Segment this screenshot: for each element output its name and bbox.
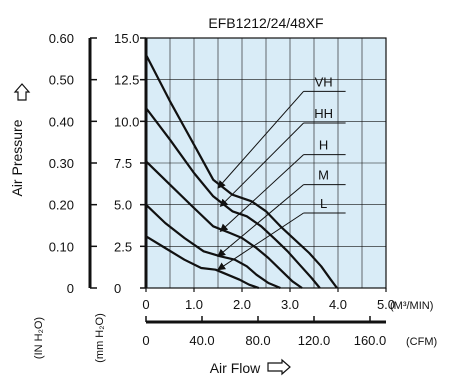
series-label-hh: HH	[314, 106, 333, 121]
y-in-tick-label: 0.40	[49, 114, 74, 129]
y-in-tick-label: 0.10	[49, 239, 74, 254]
series-line-hh	[145, 107, 321, 289]
y-in-tick-label: 0.30	[49, 156, 74, 171]
grid-lines	[146, 38, 386, 288]
x-axis-title: Air Flow	[210, 360, 261, 376]
x-cfm-tick-label: 160.0	[354, 333, 387, 348]
x-cfm-tick-label: 120.0	[298, 333, 331, 348]
x-cfm-tick-label: 80.0	[245, 333, 270, 348]
x-tick-label: 4.0	[329, 297, 347, 312]
x-cfm-tick-label: 40.0	[189, 333, 214, 348]
series-label-vh: VH	[315, 74, 333, 89]
annotation-leader	[217, 184, 304, 257]
series-line-m	[145, 203, 281, 290]
y-mm-tick-label: 0	[114, 281, 121, 296]
x-tick-label: 0	[142, 297, 149, 312]
y-axis-mm-ticks: 0 2.5 5.0 7.5 10.0 12.5 15.0	[114, 31, 146, 296]
chart-title: EFB1212/24/48XF	[208, 15, 323, 31]
y-axis-arrow-icon	[13, 83, 31, 101]
x-cfm-tick-label: 0	[142, 333, 149, 348]
x-tick-label: 3.0	[281, 297, 299, 312]
y-mm-tick-label: 2.5	[114, 239, 132, 254]
x-axis-arrow-icon	[267, 358, 291, 376]
annotation-leader	[217, 91, 304, 189]
annotation-leader	[217, 212, 304, 271]
series-line-vh	[145, 54, 338, 289]
y-mm-tick-label: 12.5	[114, 73, 139, 88]
y-mm-tick-label: 15.0	[114, 31, 139, 46]
series-label-m: M	[318, 168, 329, 183]
x-unit-top: (M³/MIN)	[390, 300, 433, 312]
annotation-leader	[219, 154, 304, 233]
series-label-l: L	[320, 196, 327, 211]
y-in-tick-label: 0.60	[49, 31, 74, 46]
performance-curves	[145, 54, 338, 290]
annotation-leader	[219, 122, 304, 208]
y-in-tick-label: 0	[67, 281, 74, 296]
y-mm-tick-label: 5.0	[114, 198, 132, 213]
y-in-tick-label: 0.20	[49, 198, 74, 213]
y-unit-inner: (mm H₂O)	[94, 313, 106, 362]
series-line-h	[145, 160, 303, 289]
y-mm-tick-label: 7.5	[114, 156, 132, 171]
y-unit-outer: (IN H₂O)	[33, 317, 45, 359]
x-tick-label: 2.0	[233, 297, 251, 312]
y-in-tick-label: 0.50	[49, 73, 74, 88]
x-axis-cfm-ticks: 0 40.0 80.0 120.0 160.0	[142, 316, 386, 348]
x-tick-label: 5.0	[377, 297, 395, 312]
y-axis-title: Air Pressure	[9, 119, 25, 196]
x-unit-bottom: (CFM)	[406, 336, 437, 348]
series-line-l	[145, 235, 260, 290]
x-tick-label: 1.0	[185, 297, 203, 312]
y-mm-tick-label: 10.0	[114, 114, 139, 129]
y-axis-in-ticks: 0 0.10 0.20 0.30 0.40 0.50 0.60	[49, 31, 97, 296]
series-label-h: H	[319, 138, 328, 153]
x-axis-m3min-ticks: 0 1.0 2.0 3.0 4.0 5.0	[142, 288, 395, 312]
